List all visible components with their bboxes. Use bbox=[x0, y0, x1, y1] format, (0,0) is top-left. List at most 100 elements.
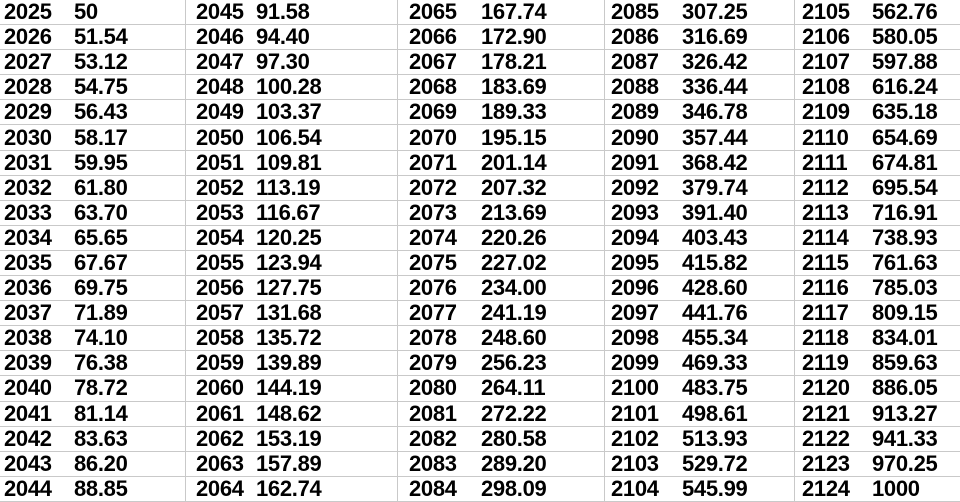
value-cell[interactable]: 120.25 bbox=[256, 224, 322, 250]
value-cell[interactable]: 336.44 bbox=[682, 74, 748, 100]
value-cell[interactable]: 148.62 bbox=[256, 400, 322, 426]
value-cell[interactable]: 67.67 bbox=[74, 249, 128, 275]
value-cell[interactable]: 379.74 bbox=[682, 174, 748, 200]
year-cell[interactable]: 2061 bbox=[196, 400, 244, 426]
value-cell[interactable]: 139.89 bbox=[256, 350, 322, 376]
year-cell[interactable]: 2118 bbox=[802, 325, 849, 351]
year-cell[interactable]: 2067 bbox=[409, 49, 457, 75]
value-cell[interactable]: 78.72 bbox=[74, 375, 128, 401]
year-cell[interactable]: 2075 bbox=[409, 249, 457, 275]
value-cell[interactable]: 207.32 bbox=[481, 174, 547, 200]
value-cell[interactable]: 326.42 bbox=[682, 49, 748, 75]
year-cell[interactable]: 2114 bbox=[802, 224, 849, 250]
value-cell[interactable]: 76.38 bbox=[74, 350, 128, 376]
value-cell[interactable]: 635.18 bbox=[872, 99, 938, 125]
value-cell[interactable]: 357.44 bbox=[682, 124, 748, 150]
year-cell[interactable]: 2079 bbox=[409, 350, 457, 376]
value-cell[interactable]: 738.93 bbox=[872, 224, 938, 250]
year-cell[interactable]: 2089 bbox=[611, 99, 659, 125]
value-cell[interactable]: 529.72 bbox=[682, 450, 748, 476]
year-cell[interactable]: 2038 bbox=[4, 325, 52, 351]
value-cell[interactable]: 513.93 bbox=[682, 425, 748, 451]
year-cell[interactable]: 2115 bbox=[802, 249, 849, 275]
year-cell[interactable]: 2116 bbox=[802, 275, 849, 301]
year-cell[interactable]: 2050 bbox=[196, 124, 244, 150]
year-cell[interactable]: 2078 bbox=[409, 325, 457, 351]
year-cell[interactable]: 2030 bbox=[4, 124, 52, 150]
value-cell[interactable]: 213.69 bbox=[481, 199, 547, 225]
value-cell[interactable]: 74.10 bbox=[74, 325, 128, 351]
year-cell[interactable]: 2102 bbox=[611, 425, 659, 451]
value-cell[interactable]: 71.89 bbox=[74, 300, 128, 326]
value-cell[interactable]: 51.54 bbox=[74, 24, 128, 50]
value-cell[interactable]: 316.69 bbox=[682, 24, 748, 50]
value-cell[interactable]: 834.01 bbox=[872, 325, 938, 351]
year-cell[interactable]: 2104 bbox=[611, 475, 659, 501]
value-cell[interactable]: 103.37 bbox=[256, 99, 322, 125]
value-cell[interactable]: 403.43 bbox=[682, 224, 748, 250]
value-cell[interactable]: 716.91 bbox=[872, 199, 938, 225]
year-cell[interactable]: 2059 bbox=[196, 350, 244, 376]
year-cell[interactable]: 2113 bbox=[802, 199, 849, 225]
value-cell[interactable]: 562.76 bbox=[872, 0, 938, 25]
value-cell[interactable]: 272.22 bbox=[481, 400, 547, 426]
value-cell[interactable]: 674.81 bbox=[872, 149, 938, 175]
value-cell[interactable]: 153.19 bbox=[256, 425, 322, 451]
year-cell[interactable]: 2048 bbox=[196, 74, 244, 100]
year-cell[interactable]: 2032 bbox=[4, 174, 52, 200]
year-cell[interactable]: 2119 bbox=[802, 350, 849, 376]
year-cell[interactable]: 2029 bbox=[4, 99, 52, 125]
year-cell[interactable]: 2123 bbox=[802, 450, 850, 476]
value-cell[interactable]: 61.80 bbox=[74, 174, 128, 200]
value-cell[interactable]: 545.99 bbox=[682, 475, 748, 501]
year-cell[interactable]: 2099 bbox=[611, 350, 659, 376]
value-cell[interactable]: 113.19 bbox=[256, 174, 321, 200]
year-cell[interactable]: 2072 bbox=[409, 174, 457, 200]
year-cell[interactable]: 2026 bbox=[4, 24, 52, 50]
year-cell[interactable]: 2107 bbox=[802, 49, 850, 75]
year-cell[interactable]: 2046 bbox=[196, 24, 244, 50]
year-cell[interactable]: 2068 bbox=[409, 74, 457, 100]
value-cell[interactable]: 415.82 bbox=[682, 249, 748, 275]
value-cell[interactable]: 53.12 bbox=[74, 49, 128, 75]
value-cell[interactable]: 58.17 bbox=[74, 124, 128, 150]
value-cell[interactable]: 761.63 bbox=[872, 249, 938, 275]
value-cell[interactable]: 280.58 bbox=[481, 425, 547, 451]
value-cell[interactable]: 298.09 bbox=[481, 475, 547, 501]
year-cell[interactable]: 2124 bbox=[802, 475, 850, 501]
year-cell[interactable]: 2095 bbox=[611, 249, 659, 275]
year-cell[interactable]: 2031 bbox=[4, 149, 52, 175]
value-cell[interactable]: 941.33 bbox=[872, 425, 938, 451]
year-cell[interactable]: 2049 bbox=[196, 99, 244, 125]
year-cell[interactable]: 2063 bbox=[196, 450, 244, 476]
value-cell[interactable]: 94.40 bbox=[256, 24, 310, 50]
year-cell[interactable]: 2106 bbox=[802, 24, 850, 50]
year-cell[interactable]: 2120 bbox=[802, 375, 850, 401]
value-cell[interactable]: 178.21 bbox=[481, 49, 547, 75]
value-cell[interactable]: 241.19 bbox=[481, 300, 547, 326]
year-cell[interactable]: 2117 bbox=[802, 300, 849, 326]
year-cell[interactable]: 2035 bbox=[4, 249, 52, 275]
value-cell[interactable]: 81.14 bbox=[74, 400, 128, 426]
year-cell[interactable]: 2109 bbox=[802, 99, 850, 125]
year-cell[interactable]: 2025 bbox=[4, 0, 52, 25]
value-cell[interactable]: 123.94 bbox=[256, 249, 322, 275]
value-cell[interactable]: 428.60 bbox=[682, 275, 748, 301]
value-cell[interactable]: 100.28 bbox=[256, 74, 322, 100]
year-cell[interactable]: 2073 bbox=[409, 199, 457, 225]
year-cell[interactable]: 2097 bbox=[611, 300, 659, 326]
value-cell[interactable]: 69.75 bbox=[74, 275, 128, 301]
value-cell[interactable]: 116.67 bbox=[256, 199, 321, 225]
year-cell[interactable]: 2037 bbox=[4, 300, 52, 326]
value-cell[interactable]: 195.15 bbox=[481, 124, 547, 150]
value-cell[interactable]: 307.25 bbox=[682, 0, 748, 25]
value-cell[interactable]: 886.05 bbox=[872, 375, 938, 401]
year-cell[interactable]: 2110 bbox=[802, 124, 849, 150]
value-cell[interactable]: 654.69 bbox=[872, 124, 938, 150]
value-cell[interactable]: 127.75 bbox=[256, 275, 322, 301]
value-cell[interactable]: 580.05 bbox=[872, 24, 938, 50]
year-cell[interactable]: 2105 bbox=[802, 0, 850, 25]
year-cell[interactable]: 2054 bbox=[196, 224, 244, 250]
value-cell[interactable]: 65.65 bbox=[74, 224, 128, 250]
year-cell[interactable]: 2039 bbox=[4, 350, 52, 376]
